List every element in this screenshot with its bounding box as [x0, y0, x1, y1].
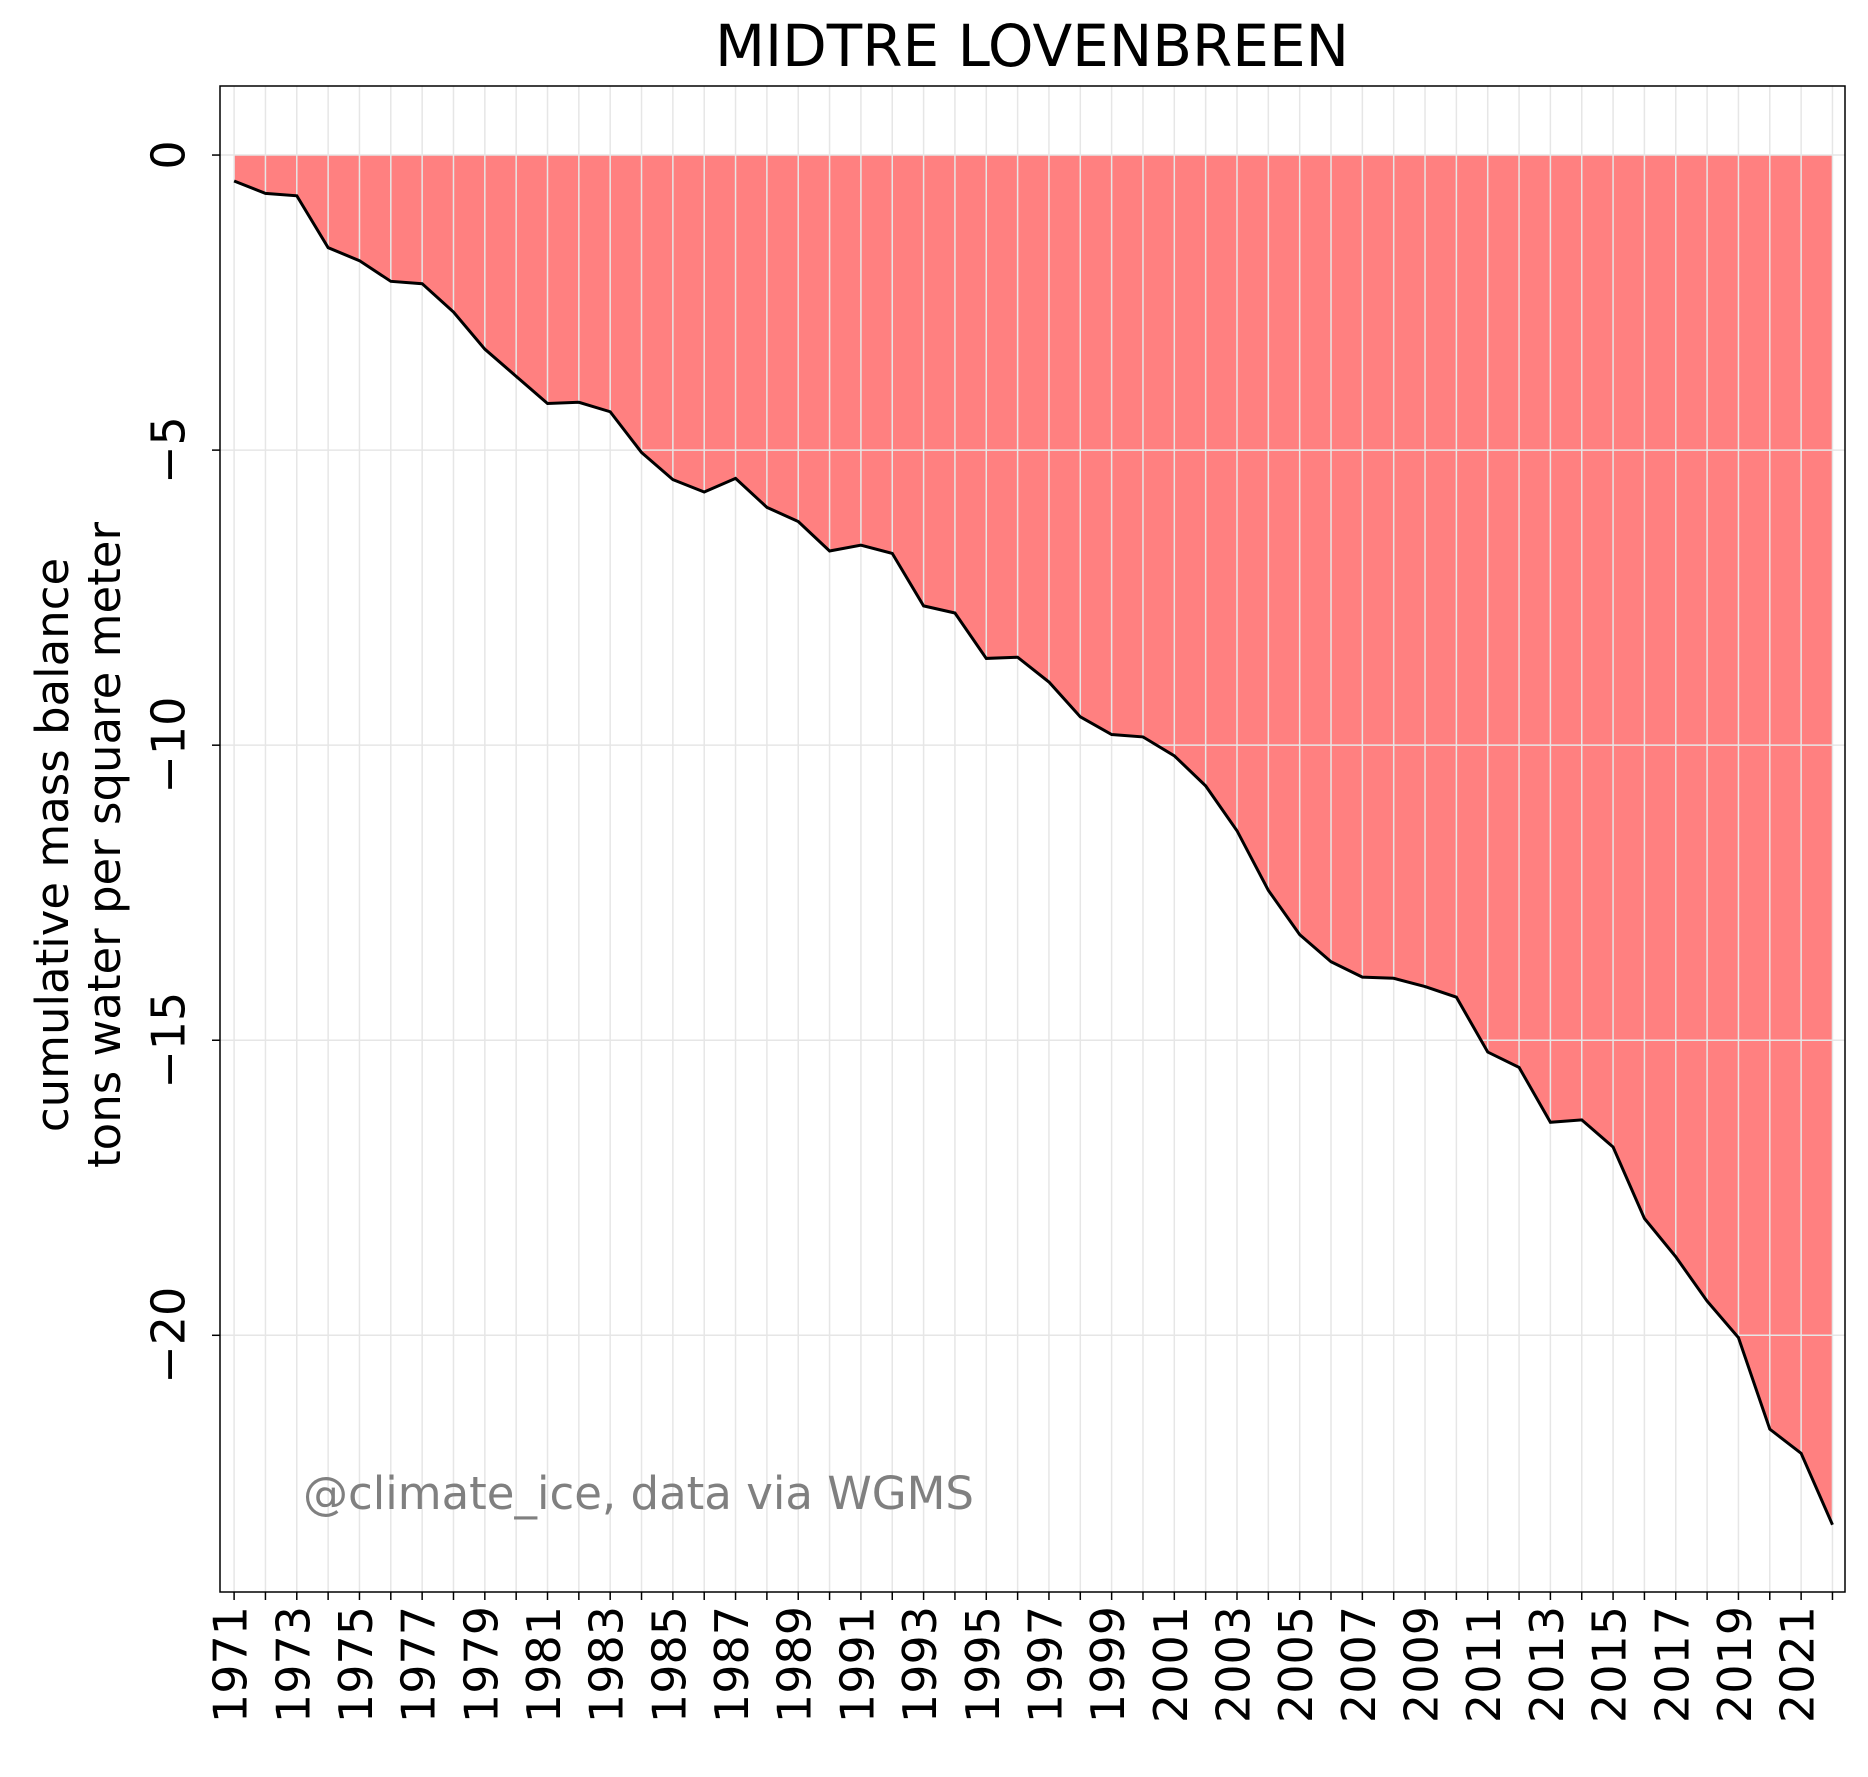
y-tick-label: 0: [142, 140, 196, 169]
x-tick-label: 1993: [893, 1606, 947, 1723]
x-tick-label: 1995: [956, 1606, 1010, 1723]
x-tick-label: 1999: [1081, 1606, 1135, 1723]
x-tick-label: 2011: [1457, 1606, 1511, 1723]
x-tick-label: 2009: [1395, 1606, 1449, 1723]
x-tick-label: 2007: [1332, 1606, 1386, 1723]
x-tick-label: 1977: [392, 1606, 446, 1723]
x-tick-label: 2019: [1708, 1606, 1762, 1723]
x-tick-label: 1973: [266, 1606, 320, 1723]
y-tick-label: −15: [142, 992, 196, 1089]
x-tick-label: 1997: [1018, 1606, 1072, 1723]
y-axis-label: cumulative mass balance: [26, 558, 79, 1132]
x-tick-label: 2001: [1144, 1606, 1198, 1723]
x-tick-label: 1979: [454, 1606, 508, 1723]
x-tick-label: 1989: [768, 1606, 822, 1723]
x-tick-label: 2021: [1771, 1606, 1825, 1723]
plot-frame: [219, 85, 1846, 1593]
x-tick-label: 1975: [329, 1606, 383, 1723]
chart-title: MIDTRE LOVENBREEN: [715, 12, 1349, 80]
x-tick-label: 1991: [830, 1606, 884, 1723]
x-tick-label: 1971: [204, 1606, 258, 1723]
x-tick-label: 1987: [705, 1606, 759, 1723]
y-tick-label: −10: [142, 697, 196, 794]
x-tick-label: 1983: [580, 1606, 634, 1723]
x-tick-label: 2013: [1520, 1606, 1574, 1723]
x-tick-label: 1981: [517, 1606, 571, 1723]
annotation: @climate_ice, data via WGMS: [303, 1467, 974, 1520]
y-tick-label: −5: [142, 416, 196, 484]
x-tick-label: 2015: [1583, 1606, 1637, 1723]
x-tick-label: 2003: [1206, 1606, 1260, 1723]
y-axis-label: tons water per square meter: [78, 522, 131, 1168]
y-tick-label: −20: [142, 1287, 196, 1384]
data-line: [233, 179, 1834, 1526]
x-tick-label: 2005: [1269, 1606, 1323, 1723]
area-fill: [234, 155, 1833, 1525]
x-tick-label: 2017: [1645, 1606, 1699, 1723]
x-tick-label: 1985: [642, 1606, 696, 1723]
